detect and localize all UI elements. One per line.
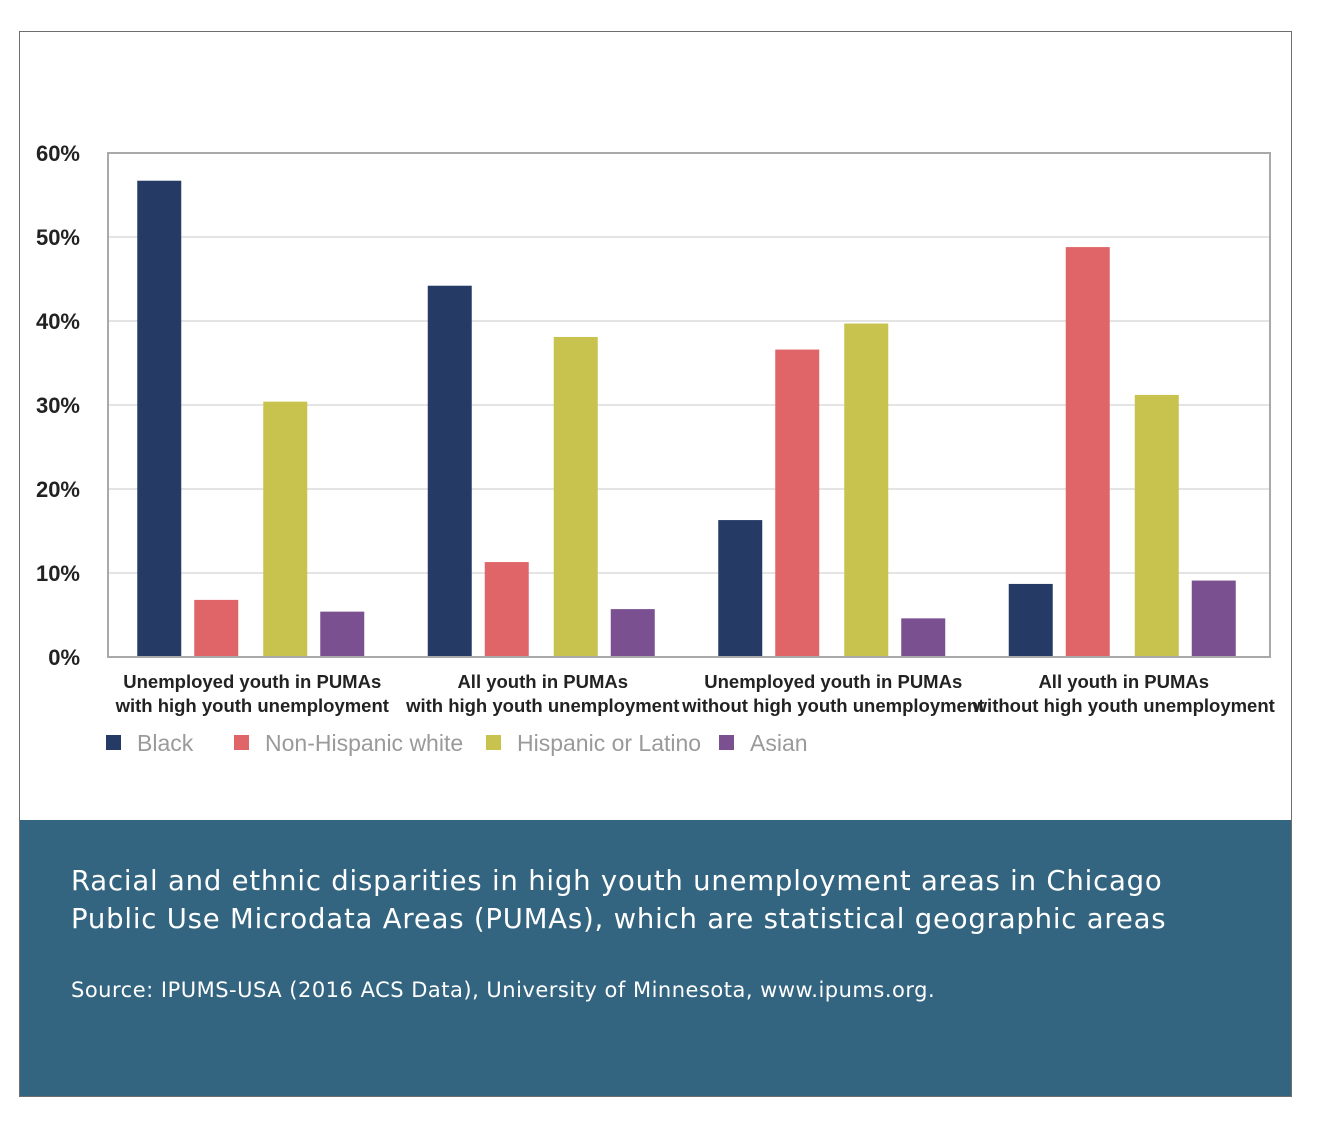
bar-asian <box>610 609 655 657</box>
bar-non-hispanic-white <box>1065 247 1110 657</box>
caption-panel: Racial and ethnic disparities in high yo… <box>20 820 1291 1096</box>
x-category-label: with high youth unemployment <box>115 695 389 716</box>
bar-black <box>137 180 182 657</box>
legend-swatch <box>486 735 501 750</box>
x-category-label: Unemployed youth in PUMAs <box>704 671 962 692</box>
legend-label: Black <box>137 730 194 756</box>
plot-area-border <box>107 152 1271 658</box>
bar-non-hispanic-white <box>194 599 239 657</box>
legend-label: Asian <box>750 730 808 756</box>
figure-frame: 0% 10% 20% 30% 40% 50% 60% Unemployed youth in… <box>19 31 1292 1097</box>
bar-black <box>427 285 472 657</box>
bar-asian <box>1191 580 1236 657</box>
bar-hispanic-or-latino <box>553 336 598 657</box>
x-category-label: without high youth unemployment <box>681 695 984 716</box>
x-category-label: Unemployed youth in PUMAs <box>123 671 381 692</box>
bar-chart: 0% 10% 20% 30% 40% 50% 60% Unemployed youth in… <box>36 141 1275 756</box>
legend-label: Hispanic or Latino <box>517 730 701 756</box>
legend-swatch <box>234 735 249 750</box>
y-tick-label: 60% <box>36 141 80 166</box>
caption-source: Source: IPUMS-USA (2016 ACS Data), Unive… <box>71 978 936 1002</box>
bars <box>137 180 1236 657</box>
x-category-label: without high youth unemployment <box>972 695 1275 716</box>
x-category-label: with high youth unemployment <box>405 695 679 716</box>
x-category-label: All youth in PUMAs <box>457 671 628 692</box>
bar-non-hispanic-white <box>484 562 529 657</box>
y-tick-label: 10% <box>36 561 80 586</box>
bar-hispanic-or-latino <box>263 401 308 657</box>
y-tick-label: 0% <box>48 645 80 670</box>
bar-hispanic-or-latino <box>1134 394 1179 657</box>
legend: Black Non-Hispanic white Hispanic or Latin… <box>106 730 808 756</box>
bar-black <box>718 520 763 657</box>
y-tick-label: 40% <box>36 309 80 334</box>
bar-non-hispanic-white <box>775 349 820 657</box>
y-axis-ticks: 0% 10% 20% 30% 40% 50% 60% <box>36 141 80 670</box>
bar-black <box>1008 583 1053 657</box>
y-tick-label: 20% <box>36 477 80 502</box>
legend-swatch <box>106 735 121 750</box>
caption-title: Racial and ethnic disparities in high yo… <box>71 865 1167 935</box>
bar-asian <box>320 611 365 657</box>
y-tick-label: 30% <box>36 393 80 418</box>
bar-hispanic-or-latino <box>844 323 889 657</box>
x-category-label: All youth in PUMAs <box>1038 671 1209 692</box>
legend-swatch <box>719 735 734 750</box>
legend-label: Non-Hispanic white <box>265 730 463 756</box>
x-axis-categories: Unemployed youth in PUMAs with high youth… <box>115 671 1275 716</box>
bar-asian <box>901 618 946 657</box>
y-tick-label: 50% <box>36 225 80 250</box>
